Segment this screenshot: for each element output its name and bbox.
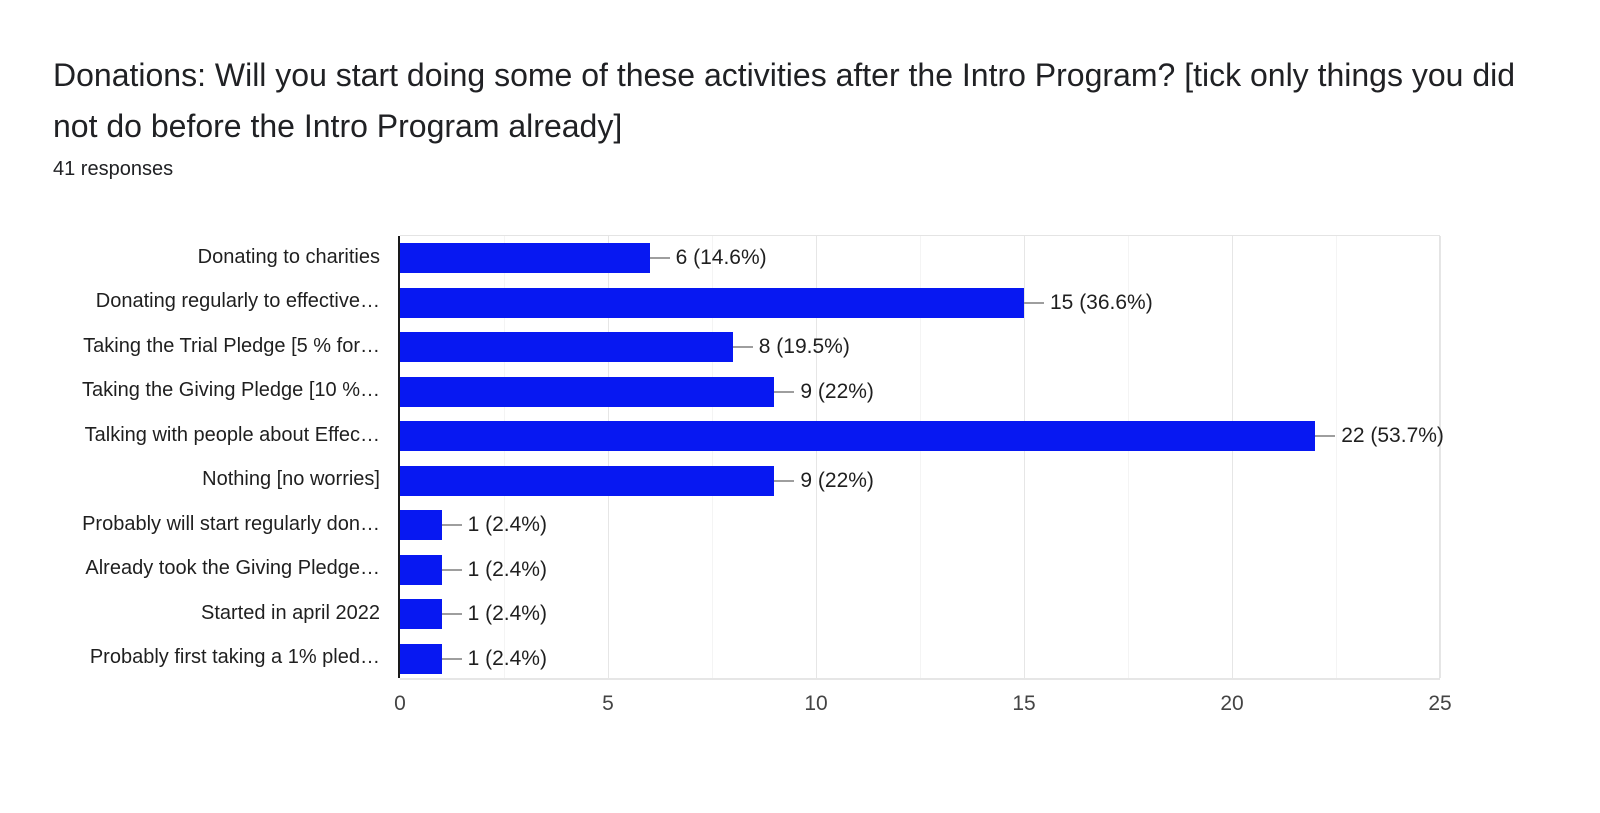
category-label: Started in april 2022 bbox=[200, 601, 380, 624]
value-label: 1 (2.4%) bbox=[467, 646, 547, 670]
value-connector-line bbox=[441, 568, 462, 571]
bar bbox=[400, 465, 775, 496]
bar bbox=[400, 332, 733, 363]
value-connector-line bbox=[441, 524, 462, 527]
value-label: 1 (2.4%) bbox=[467, 602, 547, 626]
bar bbox=[400, 287, 1024, 318]
major-gridline bbox=[816, 236, 817, 678]
value-label: 9 (22%) bbox=[800, 468, 874, 492]
bar bbox=[400, 643, 442, 674]
x-tick-label: 15 bbox=[1012, 692, 1036, 715]
value-label: 6 (14.6%) bbox=[675, 246, 767, 270]
value-label: 1 (2.4%) bbox=[467, 557, 547, 581]
category-axis: Donating to charities Donating regularly … bbox=[0, 235, 390, 680]
value-connector-line bbox=[441, 657, 462, 660]
value-connector-line bbox=[441, 613, 462, 616]
bar bbox=[400, 599, 442, 630]
value-connector-line bbox=[1024, 301, 1044, 304]
bar-row: 1 (2.4%) bbox=[400, 503, 1439, 548]
value-label: 1 (2.4%) bbox=[467, 513, 547, 537]
category-label: Talking with people about Effec… bbox=[84, 423, 380, 446]
minor-gridline bbox=[1128, 236, 1129, 678]
question-title: Donations: Will you start doing some of … bbox=[53, 57, 1516, 144]
minor-gridline bbox=[1336, 236, 1337, 678]
bar bbox=[400, 376, 775, 407]
bar bbox=[400, 421, 1316, 452]
minor-gridline bbox=[920, 236, 921, 678]
bar-row: 9 (22%) bbox=[400, 370, 1439, 415]
category-label: Probably will start regularly don… bbox=[82, 512, 380, 535]
value-connector-line bbox=[774, 390, 795, 393]
category-label: Nothing [no worries] bbox=[202, 468, 380, 491]
major-gridline bbox=[1440, 236, 1441, 678]
bar-row: 15 (36.6%) bbox=[400, 281, 1439, 326]
bar-row: 1 (2.4%) bbox=[400, 637, 1439, 682]
bar-row: 1 (2.4%) bbox=[400, 548, 1439, 593]
bar-row: 22 (53.7%) bbox=[400, 414, 1444, 459]
value-connector-line bbox=[732, 346, 753, 349]
category-label: Donating to charities bbox=[197, 245, 380, 268]
minor-gridline bbox=[504, 236, 505, 678]
value-connector-line bbox=[774, 479, 795, 482]
plot-area: 6 (14.6%) 15 (36.6%) 8 (19.5%) 9 (22%) 22 (5… bbox=[398, 235, 1444, 682]
value-connector-line bbox=[1315, 435, 1336, 438]
value-label: 15 (36.6%) bbox=[1050, 290, 1153, 314]
value-label: 8 (19.5%) bbox=[758, 335, 850, 359]
bar-row: 1 (2.4%) bbox=[400, 592, 1439, 637]
category-label: Already took the Giving Pledge… bbox=[85, 557, 380, 580]
x-axis: 0 5 10 15 20 25 bbox=[0, 692, 1600, 722]
major-gridline bbox=[1024, 236, 1025, 678]
bar-row: 8 (19.5%) bbox=[400, 325, 1439, 370]
responses-count: 41 responses bbox=[53, 158, 174, 180]
x-tick-label: 20 bbox=[1220, 692, 1244, 715]
x-tick-label: 25 bbox=[1428, 692, 1452, 715]
value-label: 9 (22%) bbox=[800, 379, 874, 403]
y-axis-line bbox=[398, 236, 400, 678]
bar-row: 9 (22%) bbox=[400, 459, 1439, 504]
value-connector-line bbox=[649, 257, 670, 260]
x-tick-label: 10 bbox=[804, 692, 828, 715]
category-label: Donating regularly to effective… bbox=[95, 290, 380, 313]
value-label: 22 (53.7%) bbox=[1341, 424, 1444, 448]
category-label: Taking the Trial Pledge [5 % for… bbox=[83, 334, 380, 357]
major-gridline bbox=[1232, 236, 1233, 678]
category-label: Taking the Giving Pledge [10 %… bbox=[82, 379, 380, 402]
bar bbox=[400, 510, 442, 541]
minor-gridline bbox=[712, 236, 713, 678]
bar-row: 6 (14.6%) bbox=[400, 236, 1439, 281]
bar bbox=[400, 243, 650, 274]
major-gridline bbox=[608, 236, 609, 678]
x-tick-label: 5 bbox=[602, 692, 614, 715]
bar bbox=[400, 554, 442, 585]
x-tick-label: 0 bbox=[394, 692, 406, 715]
category-label: Probably first taking a 1% pled… bbox=[89, 646, 380, 669]
